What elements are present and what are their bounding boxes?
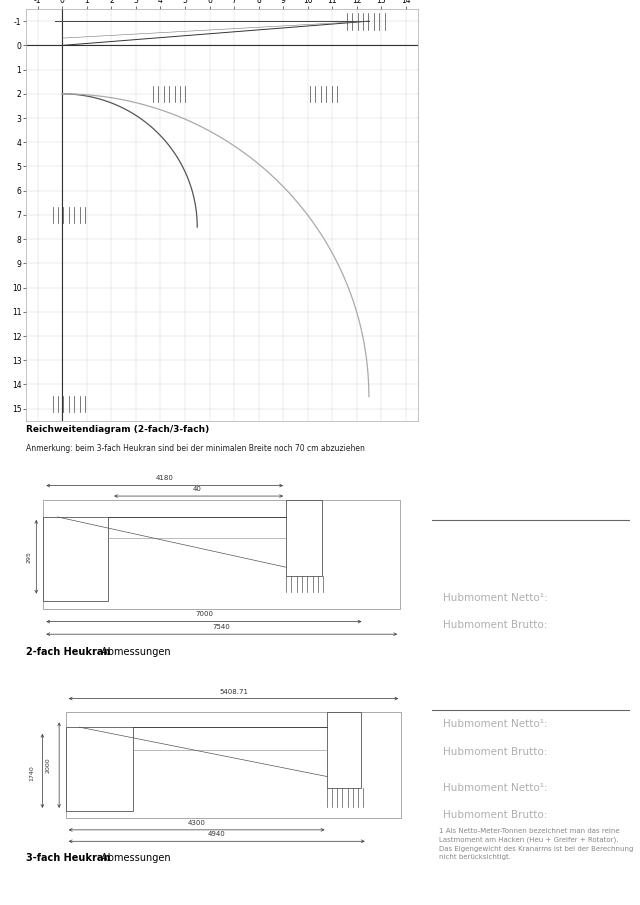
Text: 2000: 2000 [45, 757, 51, 773]
Text: 12,5 Meter Reichweite: 12,5 Meter Reichweite [561, 134, 579, 391]
Text: 7000: 7000 [195, 612, 213, 617]
Text: 4180: 4180 [156, 475, 173, 481]
Text: HSR 125.38: HSR 125.38 [443, 733, 552, 751]
Text: Hubmoment Brutto:: Hubmoment Brutto: [443, 747, 547, 757]
Text: 13,0 mto: 13,0 mto [557, 810, 609, 820]
Text: 8,0 mto: 8,0 mto [557, 719, 602, 729]
Bar [44, 517, 108, 601]
Text: 1 Als Netto-Meter-Tonnen bezeichnet man das reine
Lastmoment am Hacken (Heu + Gr: 1 Als Netto-Meter-Tonnen bezeichnet man … [438, 828, 633, 860]
Text: 4300: 4300 [188, 820, 205, 826]
Text: Anmerkung: beim 3-fach Heukran sind bei der minimalen Breite noch 70 cm abzuzieh: Anmerkung: beim 3-fach Heukran sind bei … [26, 444, 364, 453]
Text: Abmessungen: Abmessungen [98, 853, 171, 863]
Text: 9,5 mto: 9,5 mto [557, 620, 602, 630]
Text: Abmessungen: Abmessungen [98, 647, 171, 657]
Text: 295: 295 [27, 551, 31, 563]
Bar [66, 712, 401, 818]
Text: 40: 40 [193, 486, 201, 492]
Text: Hubmoment Netto¹:: Hubmoment Netto¹: [443, 719, 548, 729]
Text: 7540: 7540 [213, 624, 230, 630]
Text: 5408.71: 5408.71 [219, 689, 248, 695]
Text: 1740: 1740 [29, 765, 34, 781]
Text: 2-fach Heukran: 2-fach Heukran [26, 647, 110, 657]
Text: Hubmoment Netto¹:: Hubmoment Netto¹: [443, 593, 548, 603]
Text: Hubmoment Brutto:: Hubmoment Brutto: [443, 810, 547, 820]
Text: (2-fach & 3-fach): (2-fach & 3-fach) [475, 200, 490, 325]
Text: Hubmoment Netto¹:: Hubmoment Netto¹: [443, 783, 548, 793]
Text: 3-fach Heukran: 3-fach Heukran [26, 853, 110, 863]
Text: 4940: 4940 [208, 832, 226, 837]
Text: HSR 125.27: HSR 125.27 [443, 543, 552, 561]
Bar [286, 500, 322, 576]
Text: HSR 125.28: HSR 125.28 [443, 670, 552, 688]
Bar [44, 500, 400, 609]
Text: Hubmoment Brutto:: Hubmoment Brutto: [443, 620, 547, 630]
Text: 8,0 mto: 8,0 mto [557, 783, 602, 793]
Text: 11,4 mto: 11,4 mto [557, 747, 609, 757]
Text: 7,0 mto: 7,0 mto [557, 593, 602, 603]
Bar [66, 727, 133, 811]
Text: Reichweitendiagram (2-fach/3-fach): Reichweitendiagram (2-fach/3-fach) [26, 425, 209, 434]
Bar [328, 712, 361, 788]
